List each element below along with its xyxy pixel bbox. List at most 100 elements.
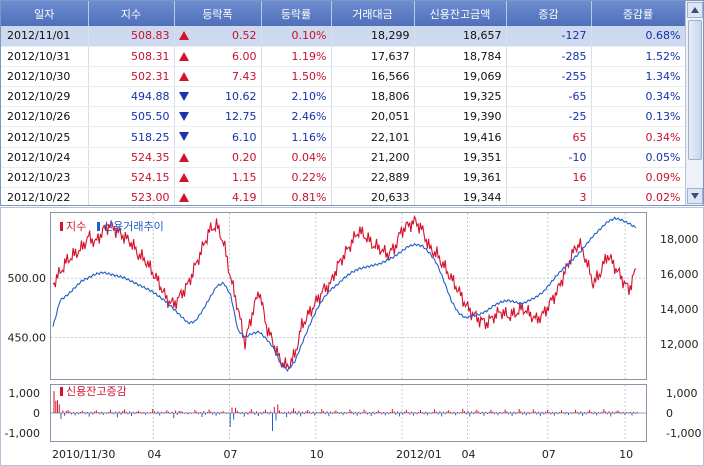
cell-date: 2012/10/26 <box>1 106 89 128</box>
cell-change: 10.62 <box>174 86 262 108</box>
cell-date: 2012/10/24 <box>1 147 89 168</box>
table-row[interactable]: 2012/10/25 518.25 6.10 1.16% 22,101 19,416 65 0… <box>1 126 686 148</box>
cell-index: 524.35 <box>88 147 175 168</box>
cell-change: 6.00 <box>174 46 262 67</box>
scroll-down-button[interactable] <box>687 188 703 204</box>
cell-delta-rate: 1.52% <box>591 46 686 67</box>
legend-label-index: 지수 <box>66 220 86 233</box>
cell-rate: 0.81% <box>261 187 332 205</box>
vertical-scrollbar[interactable] <box>685 1 703 205</box>
cell-turnover: 18,299 <box>331 26 415 47</box>
triangle-up-icon <box>178 152 189 162</box>
cell-rate: 1.50% <box>261 66 332 88</box>
table-body: 2012/11/01 508.83 0.52 0.10% 18,299 18,657 -12… <box>1 26 686 205</box>
x-tick-label: 10 <box>619 448 633 461</box>
cell-credit: 19,361 <box>414 167 507 189</box>
cell-credit: 19,416 <box>414 126 507 148</box>
column-header[interactable]: 등락폭 <box>174 1 262 26</box>
cell-date: 2012/11/01 <box>1 26 89 47</box>
table-row[interactable]: 2012/10/31 508.31 6.00 1.19% 17,637 18,784 -28… <box>1 46 686 67</box>
right-axis-tick: 14,000 <box>660 303 699 316</box>
triangle-up-icon <box>178 71 189 81</box>
cell-delta: 16 <box>506 167 592 189</box>
column-header[interactable]: 증감 <box>506 1 592 26</box>
main-legend: 지수 신용거래추이 <box>60 220 164 233</box>
table-header: 일자 지수 등락폭 등락률 거래대금 신용잔고금액 증감 증감률 <box>1 1 686 26</box>
cell-credit: 18,784 <box>414 46 507 67</box>
scroll-up-button[interactable] <box>687 2 703 18</box>
scroll-thumb[interactable] <box>688 20 702 160</box>
cell-rate: 0.22% <box>261 167 332 189</box>
column-header[interactable]: 증감률 <box>591 1 686 26</box>
cell-credit: 19,344 <box>414 187 507 205</box>
change-value: 6.00 <box>232 49 257 63</box>
table-row[interactable]: 2012/10/26 505.50 12.75 2.46% 20,051 19,390 -2… <box>1 106 686 128</box>
column-header[interactable]: 신용잔고금액 <box>414 1 507 26</box>
cell-delta-rate: 0.02% <box>591 187 686 205</box>
cell-date: 2012/10/25 <box>1 126 89 148</box>
triangle-up-icon <box>178 193 189 202</box>
column-header[interactable]: 거래대금 <box>331 1 415 26</box>
cell-credit: 19,390 <box>414 106 507 128</box>
chevron-down-icon <box>691 193 699 199</box>
cell-rate: 1.16% <box>261 126 332 148</box>
table-row[interactable]: 2012/10/30 502.31 7.43 1.50% 16,566 19,069 -25… <box>1 66 686 88</box>
cell-index: 524.15 <box>88 167 175 189</box>
table-row[interactable]: 2012/11/01 508.83 0.52 0.10% 18,299 18,657 -12… <box>1 26 686 47</box>
axis-labels: 2010/11/30 04 07 10 2012/01 04 07 10 500.00 450.0… <box>5 233 702 461</box>
cell-change: 6.10 <box>174 126 262 148</box>
credit-line <box>52 216 637 373</box>
cell-date: 2012/10/30 <box>1 66 89 88</box>
table-row[interactable]: 2012/10/29 494.88 10.62 2.10% 18,806 19,325 -6… <box>1 86 686 108</box>
table-row[interactable]: 2012/10/22 523.00 4.19 0.81% 20,633 19,344 3 0.… <box>1 187 686 205</box>
cell-credit: 18,657 <box>414 26 507 47</box>
legend-marker-index <box>60 222 63 231</box>
cell-turnover: 20,051 <box>331 106 415 128</box>
cell-rate: 0.04% <box>261 147 332 168</box>
right-axis-tick: 12,000 <box>660 338 699 351</box>
legend-marker-credit-delta <box>60 387 63 396</box>
sub-right-axis-tick: 0 <box>666 407 673 420</box>
sub-legend: 신용잔고증감 <box>60 385 127 398</box>
triangle-up-icon <box>178 31 189 40</box>
cell-date: 2012/10/22 <box>1 187 89 205</box>
sub-left-axis-tick: -1,000 <box>5 427 40 440</box>
main-plot-frame <box>50 212 647 380</box>
sub-series-group <box>53 391 638 431</box>
triangle-up-icon <box>178 172 189 182</box>
sub-right-axis-tick: -1,000 <box>666 427 701 440</box>
x-tick-label: 07 <box>542 448 556 461</box>
change-value: 6.10 <box>232 130 257 144</box>
chart-panel: 2010/11/30 04 07 10 2012/01 04 07 10 500.00 450.0… <box>0 207 704 466</box>
legend-label-credit-delta: 신용잔고증감 <box>66 385 127 398</box>
column-header[interactable]: 등락률 <box>261 1 332 26</box>
sub-left-axis-tick: 1,000 <box>9 387 41 400</box>
cell-delta-rate: 0.34% <box>591 86 686 108</box>
change-value: 7.43 <box>232 69 257 83</box>
main-series-group <box>52 214 637 373</box>
column-header[interactable]: 일자 <box>1 1 89 26</box>
triangle-up-icon <box>178 51 189 61</box>
cell-change: 7.43 <box>174 66 262 88</box>
cell-turnover: 16,566 <box>331 66 415 88</box>
column-header[interactable]: 지수 <box>88 1 175 26</box>
table-row[interactable]: 2012/10/24 524.35 0.20 0.04% 21,200 19,351 -10… <box>1 147 686 168</box>
cell-delta-rate: 0.13% <box>591 106 686 128</box>
cell-credit: 19,351 <box>414 147 507 168</box>
cell-credit: 19,325 <box>414 86 507 108</box>
cell-delta: -65 <box>506 86 592 108</box>
table-row[interactable]: 2012/10/23 524.15 1.15 0.22% 22,889 19,361 16 0… <box>1 167 686 189</box>
cell-date: 2012/10/29 <box>1 86 89 108</box>
cell-delta: -25 <box>506 106 592 128</box>
cell-rate: 2.10% <box>261 86 332 108</box>
cell-index: 518.25 <box>88 126 175 148</box>
x-tick-label: 2010/11/30 <box>52 448 115 461</box>
index-table: 일자 지수 등락폭 등락률 거래대금 신용잔고금액 증감 증감률 2012/11/01 508.… <box>1 1 686 205</box>
cell-delta: -255 <box>506 66 592 88</box>
cell-rate: 0.10% <box>261 26 332 47</box>
cell-date: 2012/10/31 <box>1 46 89 67</box>
cell-delta: -127 <box>506 26 592 47</box>
cell-turnover: 21,200 <box>331 147 415 168</box>
data-grid[interactable]: 일자 지수 등락폭 등락률 거래대금 신용잔고금액 증감 증감률 2012/11/01 508.… <box>0 0 704 206</box>
cell-delta-rate: 1.34% <box>591 66 686 88</box>
